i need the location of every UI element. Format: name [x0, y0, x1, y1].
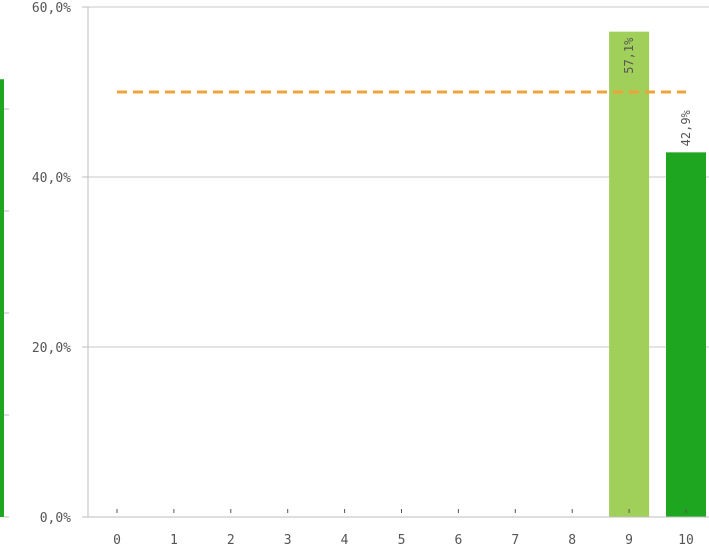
- bars: 57,1% 42,9%: [609, 31, 706, 518]
- x-tick-label: 9: [625, 533, 633, 548]
- data-label: 57,1%: [622, 37, 636, 74]
- x-tick-label: 2: [227, 533, 235, 548]
- left-partial-chart: [0, 79, 9, 518]
- x-tick-label: 5: [398, 533, 406, 548]
- x-tick-label: 0: [113, 533, 121, 548]
- data-label: 42,9%: [679, 109, 693, 146]
- bar: [666, 152, 706, 517]
- bar: [609, 31, 650, 518]
- x-tick-label: 10: [678, 533, 694, 548]
- y-axis: 0,0% 20,0% 40,0% 60,0%: [32, 1, 89, 526]
- y-tick-label: 20,0%: [32, 341, 71, 356]
- y-tick-label: 40,0%: [32, 171, 71, 186]
- x-tick-label: 6: [454, 533, 462, 548]
- x-tick-label: 4: [341, 533, 349, 548]
- x-tick-label: 8: [568, 533, 576, 548]
- x-tick-label: 3: [284, 533, 292, 548]
- y-tick-label: 0,0%: [40, 511, 71, 526]
- x-tick-label: 7: [511, 533, 519, 548]
- y-tick-label: 60,0%: [32, 1, 71, 16]
- x-axis: 0 1 2 3 4 5 6 7 8 9 10: [88, 509, 709, 548]
- x-tick-label: 1: [170, 533, 178, 548]
- grid-lines: [88, 6, 709, 348]
- left-partial-bar: [0, 79, 4, 517]
